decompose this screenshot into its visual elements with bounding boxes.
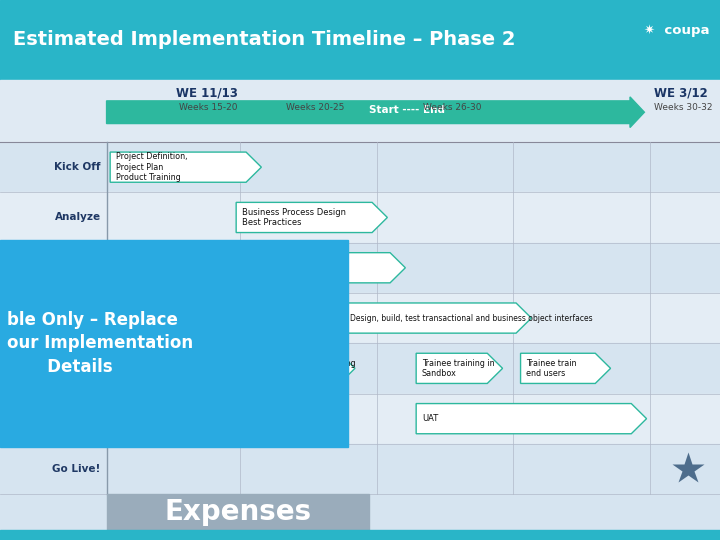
Polygon shape bbox=[110, 152, 261, 183]
Polygon shape bbox=[416, 403, 647, 434]
Bar bbox=[0, 192, 720, 242]
Bar bbox=[0, 0, 720, 80]
Text: ...guration: ...guration bbox=[300, 264, 343, 272]
Text: Expenses: Expenses bbox=[164, 498, 312, 526]
Text: WE 11/13: WE 11/13 bbox=[176, 87, 238, 100]
Polygon shape bbox=[344, 303, 531, 333]
Text: Go Live!: Go Live! bbox=[53, 464, 101, 474]
Text: Business Process Design
Best Practices: Business Process Design Best Practices bbox=[242, 208, 346, 227]
Bar bbox=[0, 242, 720, 293]
Bar bbox=[0, 293, 720, 343]
Text: Weeks 20-25: Weeks 20-25 bbox=[286, 103, 345, 112]
FancyArrow shape bbox=[107, 97, 644, 127]
Polygon shape bbox=[416, 353, 503, 383]
Text: UAT: UAT bbox=[422, 414, 438, 423]
Polygon shape bbox=[236, 202, 387, 233]
Bar bbox=[0, 530, 720, 540]
Text: ...line training
...om: ...line training ...om bbox=[300, 359, 355, 378]
Polygon shape bbox=[294, 353, 355, 383]
Text: Estimated Implementation Timeline – Phase 2: Estimated Implementation Timeline – Phas… bbox=[13, 30, 516, 50]
Text: WE 3/12: WE 3/12 bbox=[654, 87, 708, 100]
Bar bbox=[0, 240, 348, 447]
Text: Trainee train
end users: Trainee train end users bbox=[526, 359, 577, 378]
Text: Configure: Configure bbox=[43, 263, 101, 273]
Text: Weeks 15-20: Weeks 15-20 bbox=[179, 103, 238, 112]
Text: Trainee training in
Sandbox: Trainee training in Sandbox bbox=[422, 359, 495, 378]
Bar bbox=[0, 80, 720, 142]
Text: Start ---- End: Start ---- End bbox=[369, 105, 445, 115]
Bar bbox=[0, 444, 720, 494]
Bar bbox=[0, 394, 720, 444]
Text: ble Only – Replace
our Implementation
       Details: ble Only – Replace our Implementation De… bbox=[7, 310, 194, 376]
Text: ✷  coupa: ✷ coupa bbox=[644, 24, 709, 37]
Text: Project Definition,
Project Plan
Product Training: Project Definition, Project Plan Product… bbox=[116, 152, 187, 182]
Bar bbox=[107, 494, 369, 530]
Text: Weeks 26-30: Weeks 26-30 bbox=[423, 103, 482, 112]
Text: Kick Off: Kick Off bbox=[54, 162, 101, 172]
Text: Analyze: Analyze bbox=[55, 212, 101, 222]
Text: Weeks 30-32: Weeks 30-32 bbox=[654, 103, 713, 112]
Text: Design, build, test transactional and business object interfaces: Design, build, test transactional and bu… bbox=[350, 314, 593, 322]
Text: Train: Train bbox=[71, 363, 101, 373]
Bar bbox=[0, 343, 720, 394]
Polygon shape bbox=[521, 353, 611, 383]
Text: Build: Build bbox=[71, 313, 101, 323]
Text: Testing: Testing bbox=[58, 414, 101, 424]
Polygon shape bbox=[294, 253, 405, 283]
Bar bbox=[0, 142, 720, 192]
